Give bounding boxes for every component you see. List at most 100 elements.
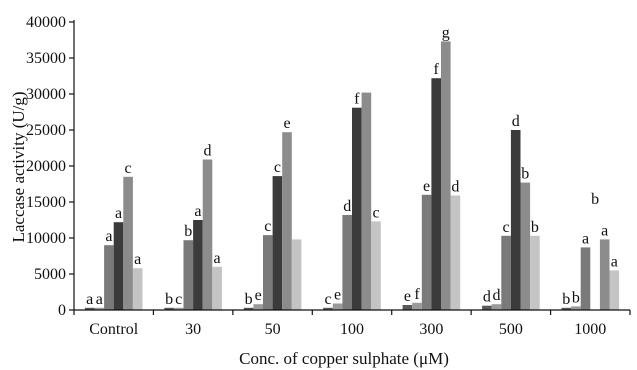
bar-50-s5 bbox=[282, 132, 292, 310]
bar-1000-s2 bbox=[571, 306, 581, 310]
bar-300-s2 bbox=[412, 302, 422, 310]
bar-500-s4 bbox=[510, 130, 521, 310]
bar-100-s5 bbox=[361, 92, 372, 310]
letter-500-s5: b bbox=[521, 166, 529, 183]
bar-300-s3 bbox=[421, 194, 432, 310]
letter-30-s6: a bbox=[214, 250, 221, 267]
letter-50-s4: c bbox=[274, 159, 281, 176]
letter-control-s1: a bbox=[86, 291, 93, 308]
letter-control-s3: a bbox=[105, 228, 112, 245]
x-tick-label-50: 50 bbox=[265, 321, 281, 338]
letter-100-s3: d bbox=[343, 198, 351, 215]
bar-500-s6 bbox=[530, 235, 540, 310]
letter-300-s2: f bbox=[414, 286, 420, 303]
bar-30-s2 bbox=[173, 307, 184, 310]
x-tick-label-300: 300 bbox=[419, 321, 443, 338]
bar-control-s6 bbox=[132, 268, 143, 310]
letter-1000-s6: a bbox=[611, 253, 618, 270]
letter-control-s2: a bbox=[96, 291, 103, 308]
bar-30-s1 bbox=[164, 307, 174, 310]
letter-1000-s2: b bbox=[572, 289, 580, 306]
bar-control-s3 bbox=[104, 245, 114, 310]
bar-30-s6 bbox=[212, 266, 222, 310]
bar-100-s4 bbox=[352, 107, 362, 310]
y-tick-label: 5000 bbox=[34, 266, 66, 283]
letter-control-s5: c bbox=[125, 160, 132, 177]
letter-500-s6: b bbox=[531, 219, 539, 236]
bar-100-s2 bbox=[332, 303, 343, 310]
letter-30-s1: b bbox=[165, 291, 173, 308]
bar-control-s4 bbox=[113, 222, 124, 310]
bar-1000-s3 bbox=[580, 247, 591, 310]
letter-500-s3: c bbox=[503, 219, 510, 236]
letter-500-s4: d bbox=[512, 113, 520, 130]
bar-500-s2 bbox=[491, 304, 502, 310]
bar-100-s1 bbox=[323, 307, 333, 310]
letter-300-s6: d bbox=[451, 179, 459, 196]
letter-control-s6: a bbox=[134, 251, 141, 268]
letter-500-s2: d bbox=[493, 287, 501, 304]
y-tick-label: 10000 bbox=[26, 230, 66, 247]
letter-300-s3: e bbox=[423, 178, 430, 195]
x-tick-label-30: 30 bbox=[185, 321, 201, 338]
bar-30-s4 bbox=[193, 220, 203, 310]
letter-30-s3: b bbox=[184, 223, 192, 240]
bar-50-s3 bbox=[263, 235, 273, 310]
x-tick-label-500: 500 bbox=[499, 321, 523, 338]
bar-300-s4 bbox=[431, 78, 441, 310]
x-tick-label-100: 100 bbox=[340, 321, 364, 338]
y-tick-label: 30000 bbox=[26, 86, 66, 103]
bar-500-s3 bbox=[501, 235, 511, 310]
y-tick-label: 15000 bbox=[26, 194, 66, 211]
letter-30-s4: a bbox=[194, 203, 201, 220]
letter-50-s1: b bbox=[245, 291, 253, 308]
bar-30-s3 bbox=[183, 240, 194, 310]
x-axis-title: Conc. of copper sulphate (μM) bbox=[239, 349, 449, 368]
bars-layer bbox=[84, 41, 620, 311]
letter-1000-s3: a bbox=[582, 230, 589, 247]
bar-control-s2 bbox=[94, 307, 105, 310]
bar-500-s5 bbox=[520, 182, 531, 310]
bar-100-s6 bbox=[371, 221, 381, 310]
bar-300-s5 bbox=[441, 41, 451, 311]
x-tick-label-1000: 1000 bbox=[574, 321, 606, 338]
letter-50-s2: e bbox=[255, 287, 262, 304]
letter-500-s1: d bbox=[483, 289, 491, 306]
bar-50-s6 bbox=[291, 239, 302, 310]
y-tick-label: 35000 bbox=[26, 50, 66, 67]
letter-300-s1: e bbox=[404, 288, 411, 305]
letter-30-s5: d bbox=[204, 143, 212, 160]
bar-50-s2 bbox=[253, 304, 263, 310]
letter-1000-s1: b bbox=[562, 291, 570, 308]
bar-1000-s6 bbox=[609, 270, 620, 310]
y-tick-label: 40000 bbox=[26, 14, 66, 31]
bar-100-s3 bbox=[342, 215, 352, 310]
bar-500-s1 bbox=[482, 305, 492, 310]
bar-control-s1 bbox=[84, 307, 95, 310]
x-tick-label-control: Control bbox=[89, 321, 138, 338]
letter-100-s2: e bbox=[334, 287, 341, 304]
bar-50-s4 bbox=[272, 176, 283, 310]
bar-1000-s5 bbox=[599, 239, 610, 310]
letter-1000-s5: a bbox=[601, 222, 608, 239]
letter-50-s5: e bbox=[283, 115, 290, 132]
bar-300-s6 bbox=[450, 195, 461, 310]
bar-1000-s1 bbox=[561, 307, 572, 310]
letter-100-s6: c bbox=[372, 204, 379, 221]
letter-300-s5: g bbox=[442, 24, 450, 41]
letter-30-s2: c bbox=[175, 291, 182, 308]
bar-control-s5 bbox=[123, 176, 133, 310]
y-axis-title: Laccase activity (U/g) bbox=[9, 91, 28, 242]
letter-100-s4: f bbox=[354, 91, 360, 108]
letter-50-s3: c bbox=[264, 218, 271, 235]
bar-30-s5 bbox=[202, 159, 213, 310]
axes-layer: 0 5000 10000 15000 20000 25000 30000 35000 40000… bbox=[26, 14, 631, 338]
letter-300-s4: f bbox=[434, 61, 440, 78]
letter-1000-s4: b bbox=[591, 191, 599, 208]
bar-300-s1 bbox=[402, 305, 413, 310]
y-tick-label: 20000 bbox=[26, 158, 66, 175]
y-tick-label: 0 bbox=[58, 302, 66, 319]
letter-control-s4: a bbox=[115, 205, 122, 222]
